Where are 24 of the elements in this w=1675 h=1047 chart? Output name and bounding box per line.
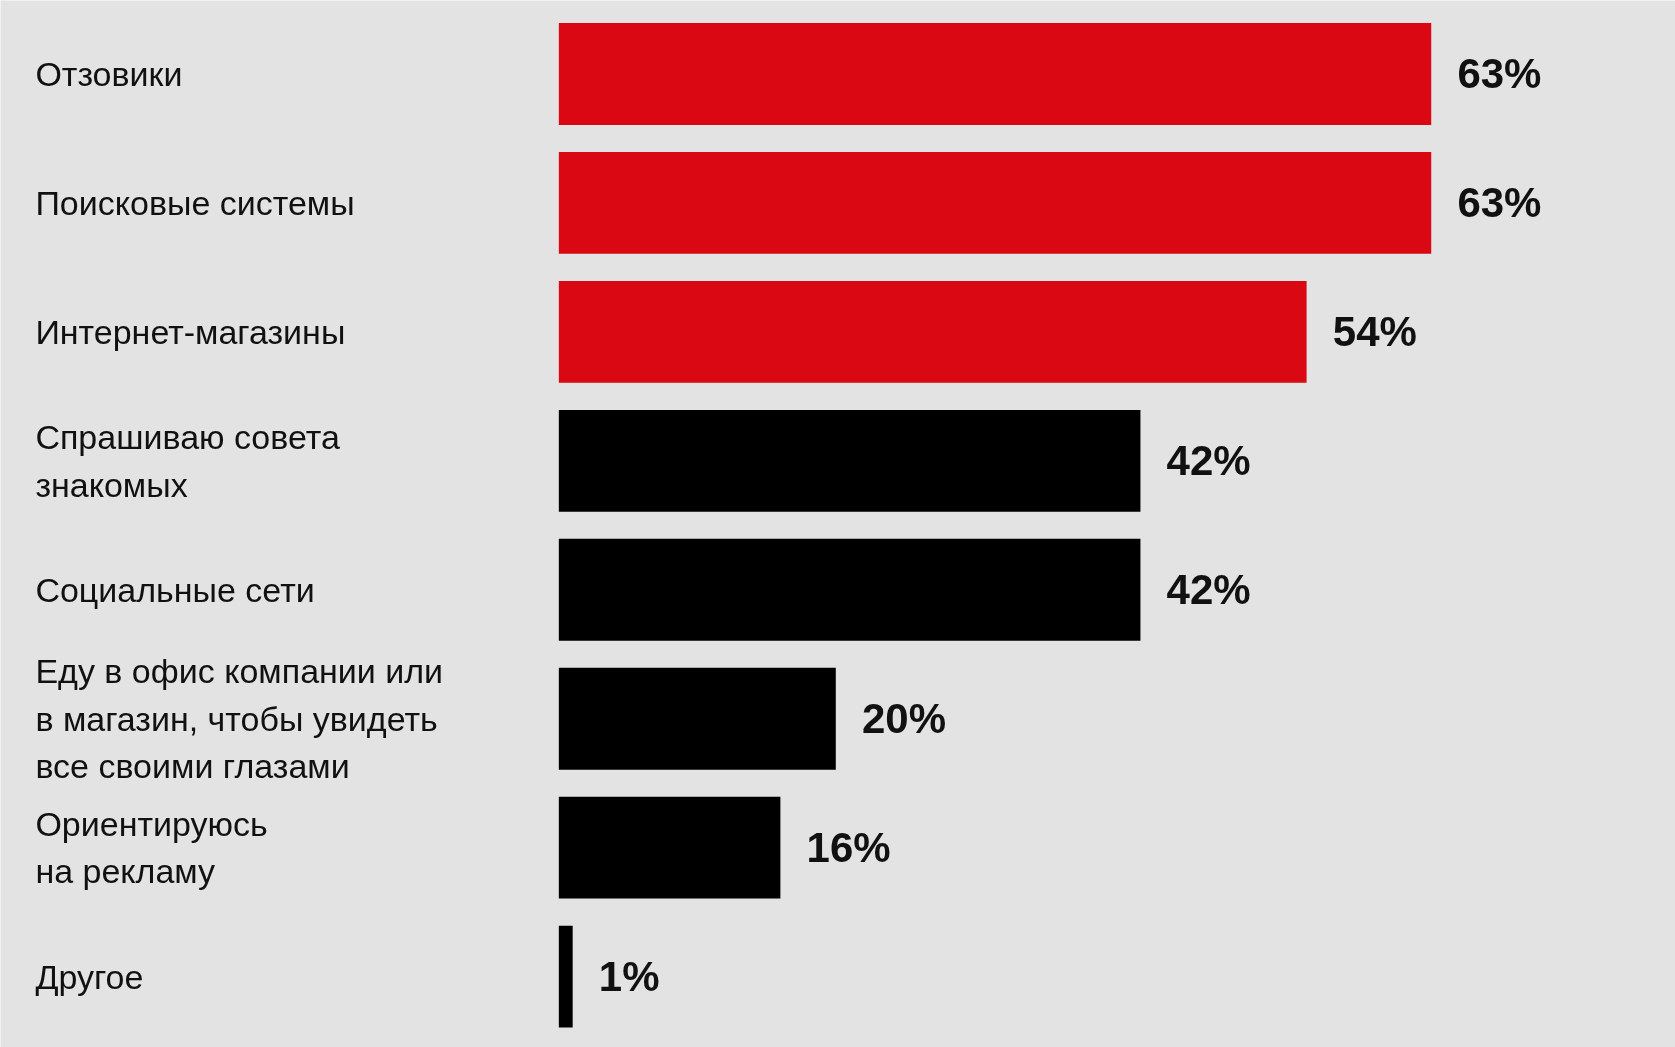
bar xyxy=(558,667,836,770)
bar xyxy=(558,409,1141,512)
bar xyxy=(558,538,1141,641)
data-label: 63% xyxy=(1457,50,1542,98)
bar xyxy=(558,796,781,899)
y-tick-label: Отзовики xyxy=(35,55,183,93)
bar xyxy=(558,280,1307,383)
y-tick-label: Поисковые системы xyxy=(35,183,355,222)
bar xyxy=(558,152,1432,254)
y-tick-label: Спрашиваю совета знакомых xyxy=(35,418,340,504)
data-label: 54% xyxy=(1332,308,1417,356)
y-tick-label: Интернет-магазины xyxy=(35,312,346,351)
data-label: 42% xyxy=(1166,566,1251,614)
data-label: 63% xyxy=(1457,179,1542,227)
y-tick-label: Другое xyxy=(35,957,144,996)
bar xyxy=(558,925,573,1028)
data-label: 16% xyxy=(806,824,891,872)
data-label: 1% xyxy=(598,953,660,1001)
y-tick-label: Социальные сети xyxy=(35,570,315,609)
bar xyxy=(558,23,1432,125)
data-label: 42% xyxy=(1166,437,1251,485)
y-tick-label: Еду в офис компании или в магазин, чтобы увидеть все своими глазами xyxy=(35,652,444,786)
data-label: 20% xyxy=(861,695,947,743)
y-tick-label: Ориентируюсь на рекламу xyxy=(35,804,268,891)
